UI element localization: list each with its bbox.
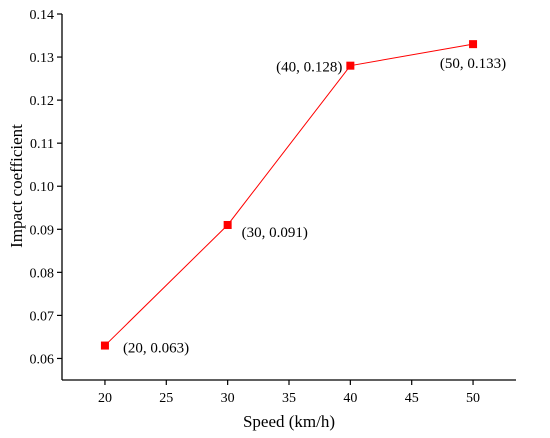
data-label: (50, 0.133) <box>440 56 506 72</box>
x-tick-label: 30 <box>221 391 235 406</box>
series <box>100 40 478 350</box>
y-tick-label: 0.10 <box>30 180 55 195</box>
data-point-marker <box>346 61 355 70</box>
x-axis-title: Speed (km/h) <box>243 412 335 431</box>
series-line <box>104 43 474 346</box>
x-tick-label: 45 <box>405 391 419 406</box>
x-tick-label: 40 <box>343 391 357 406</box>
y-axis-title: Impact coefficient <box>7 124 26 248</box>
y-tick-label: 0.11 <box>30 137 54 152</box>
data-label: (30, 0.091) <box>242 225 308 241</box>
data-label: (40, 0.128) <box>276 60 342 76</box>
y-tick-label: 0.12 <box>30 94 55 109</box>
y-tick-label: 0.14 <box>30 8 55 23</box>
x-tick-label: 50 <box>466 391 480 406</box>
y-tick-label: 0.07 <box>30 309 55 324</box>
x-tick-label: 20 <box>98 391 112 406</box>
x-tick-label: 25 <box>159 391 173 406</box>
y-tick-label: 0.09 <box>30 223 55 238</box>
data-labels: (20, 0.063) (30, 0.091) (40, 0.128) (50, 0.… <box>123 56 506 356</box>
data-point-marker <box>223 220 232 229</box>
ticks: 20 25 30 35 40 45 50 0.06 0.07 0.08 0.09 0.10 0.11 0.… <box>30 8 481 406</box>
y-tick-label: 0.13 <box>30 51 55 66</box>
y-tick-label: 0.08 <box>30 266 55 281</box>
data-point-marker <box>100 341 109 350</box>
data-point-marker <box>469 40 478 49</box>
y-tick-label: 0.06 <box>30 352 55 367</box>
data-label: (20, 0.063) <box>123 341 189 357</box>
x-tick-label: 35 <box>282 391 296 406</box>
